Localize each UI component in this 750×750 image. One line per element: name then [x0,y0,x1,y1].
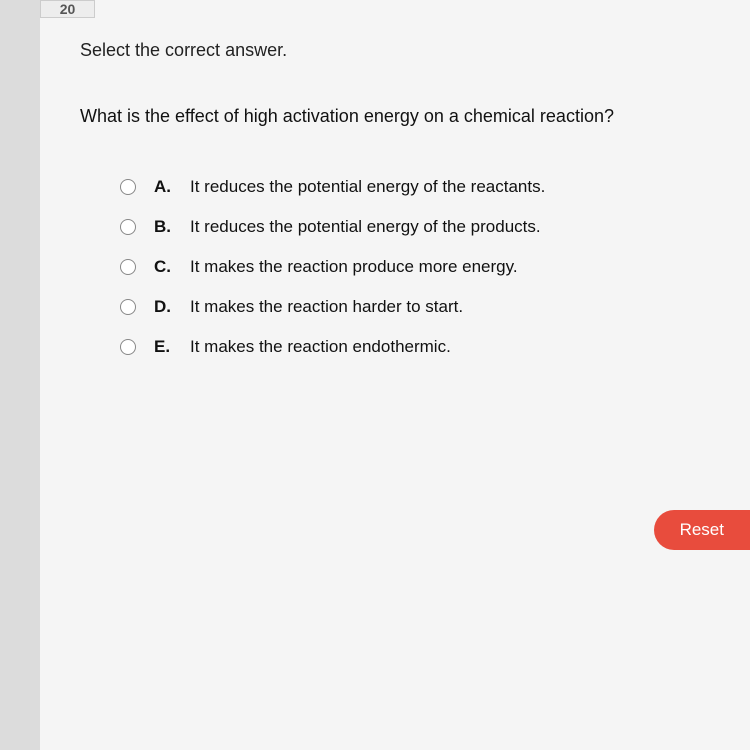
option-row-e[interactable]: E. It makes the reaction endothermic. [120,337,720,357]
option-letter-b: B. [154,217,182,237]
options-list: A. It reduces the potential energy of th… [80,177,720,357]
radio-e[interactable] [120,339,136,355]
reset-button[interactable]: Reset [654,510,750,550]
left-margin [0,0,40,750]
option-text-a: It reduces the potential energy of the r… [190,177,545,197]
radio-a[interactable] [120,179,136,195]
instruction-text: Select the correct answer. [80,40,720,61]
question-text: What is the effect of high activation en… [80,106,720,127]
content-area: Select the correct answer. What is the e… [40,0,750,407]
option-text-c: It makes the reaction produce more energ… [190,257,518,277]
option-row-c[interactable]: C. It makes the reaction produce more en… [120,257,720,277]
option-letter-d: D. [154,297,182,317]
option-text-b: It reduces the potential energy of the p… [190,217,541,237]
option-text-d: It makes the reaction harder to start. [190,297,463,317]
option-letter-e: E. [154,337,182,357]
option-row-a[interactable]: A. It reduces the potential energy of th… [120,177,720,197]
option-row-d[interactable]: D. It makes the reaction harder to start… [120,297,720,317]
radio-b[interactable] [120,219,136,235]
radio-d[interactable] [120,299,136,315]
option-text-e: It makes the reaction endothermic. [190,337,451,357]
question-number-tab: 20 [40,0,95,18]
radio-c[interactable] [120,259,136,275]
option-letter-a: A. [154,177,182,197]
option-row-b[interactable]: B. It reduces the potential energy of th… [120,217,720,237]
page-container: 20 Select the correct answer. What is th… [40,0,750,750]
question-number: 20 [60,1,76,17]
option-letter-c: C. [154,257,182,277]
